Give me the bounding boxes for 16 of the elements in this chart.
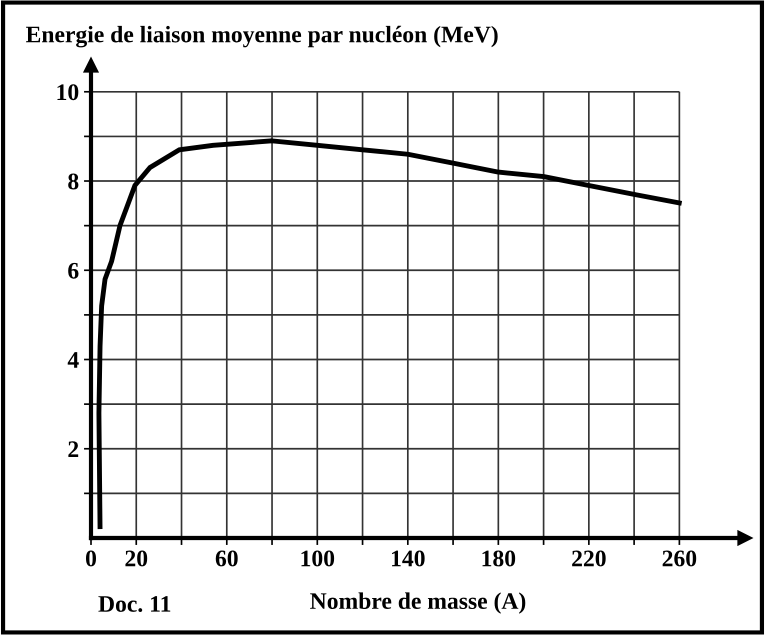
x-tick-label: 260: [662, 550, 696, 566]
y-axis-title: Energie de liaison moyenne par nucléon (MeV): [26, 26, 498, 48]
y-tick-label: 4: [68, 352, 79, 368]
x-tick-label: 60: [216, 550, 238, 566]
x-tick-label: 140: [392, 550, 425, 566]
x-tick-label: 100: [301, 550, 334, 566]
x-axis-title: Nombre de masse (A): [310, 592, 526, 614]
y-tick-label: 10: [57, 84, 78, 100]
x-tick-label: 20: [125, 550, 148, 566]
y-tick-label: 2: [68, 441, 78, 457]
y-tick-label: 8: [68, 174, 78, 190]
x-tick-label: 220: [572, 550, 606, 566]
y-tick-label: 6: [68, 262, 79, 279]
x-tick-label: 180: [482, 550, 516, 566]
x-tick-label: 0: [86, 550, 96, 566]
text: Doc. 11: [98, 596, 170, 612]
